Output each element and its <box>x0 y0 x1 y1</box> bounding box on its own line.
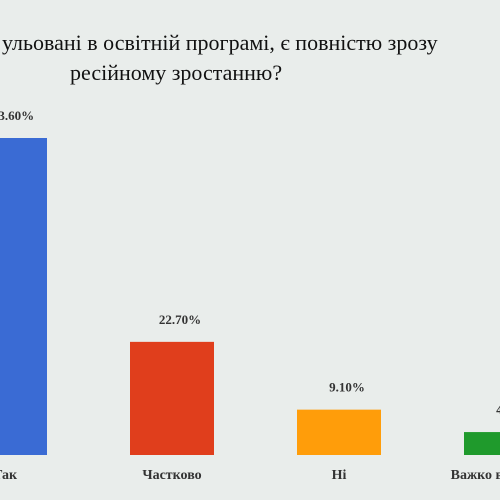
chart-title: ульовані в освітній програмі, є повністю… <box>2 30 438 55</box>
value-label: 9.10% <box>329 380 365 395</box>
value-label: 4.60% <box>496 402 500 417</box>
bar <box>464 432 500 455</box>
bar <box>130 341 214 455</box>
bar <box>0 138 47 455</box>
x-tick-label: Важко відповісти <box>451 468 500 483</box>
bar <box>297 409 381 455</box>
value-label: 63.60% <box>0 108 34 123</box>
x-tick-label: Частково <box>142 468 201 483</box>
x-tick-label: Ні <box>332 468 347 483</box>
chart-title: ресійному зростанню? <box>70 60 282 85</box>
value-label: 22.70% <box>159 312 201 327</box>
x-tick-label: Так <box>0 468 18 483</box>
